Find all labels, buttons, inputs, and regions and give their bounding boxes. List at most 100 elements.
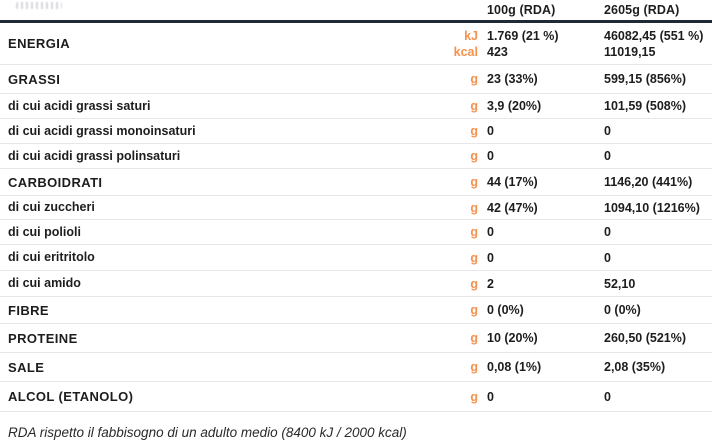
- unit-label: g: [450, 330, 478, 346]
- table-row: di cui acidi grassi saturi g 3,9 (20%) 101,…: [0, 94, 712, 119]
- value-2605g: 0: [595, 389, 712, 405]
- unit-label-line: g: [470, 149, 478, 163]
- value-2605g-line: 0: [604, 225, 611, 239]
- value-100g-line: 3,9 (20%): [487, 99, 542, 113]
- unit-label: g: [450, 302, 478, 318]
- table-row: di cui acidi grassi monoinsaturi g 0 0: [0, 119, 712, 144]
- value-2605g: 46082,45 (551 %) 11019,15: [595, 28, 712, 60]
- row-label: di cui zuccheri: [8, 200, 95, 214]
- unit-label-line: g: [470, 331, 478, 345]
- row-label: di cui acidi grassi saturi: [8, 98, 151, 113]
- row-label: di cui acidi grassi monoinsaturi: [8, 123, 196, 138]
- value-100g-line: 1.769 (21 %): [487, 28, 559, 43]
- table-row: di cui zuccheri g 42 (47%) 1094,10 (1216%): [0, 196, 712, 220]
- value-2605g-line: 101,59 (508%): [604, 99, 687, 113]
- column-header-100g: 100g (RDA): [487, 3, 556, 17]
- value-100g: 10 (20%): [478, 330, 595, 346]
- row-label: FIBRE: [8, 302, 49, 318]
- unit-label-line: kJ: [464, 28, 478, 43]
- rda-note: RDA rispetto il fabbisogno di un adulto …: [8, 425, 407, 440]
- value-100g: 23 (33%): [478, 71, 595, 87]
- row-label: PROTEINE: [8, 330, 78, 346]
- unit-label: g: [450, 174, 478, 190]
- unit-label-line: g: [470, 250, 478, 265]
- value-2605g: 101,59 (508%): [595, 98, 712, 114]
- unit-label-line: g: [470, 175, 478, 189]
- value-100g-line: 0,08 (1%): [487, 360, 542, 374]
- value-2605g: 2,08 (35%): [595, 359, 712, 375]
- value-2605g: 0: [595, 224, 712, 240]
- table-row: SALE g 0,08 (1%) 2,08 (35%): [0, 353, 712, 382]
- row-label: di cui eritritolo: [8, 250, 95, 264]
- value-100g: 0: [478, 250, 595, 266]
- value-2605g-line: 0: [604, 250, 611, 265]
- value-100g: 2: [478, 276, 595, 292]
- unit-label-line: g: [470, 99, 478, 113]
- value-2605g: 0: [595, 123, 712, 139]
- row-label: GRASSI: [8, 71, 61, 87]
- value-100g-line: 44 (17%): [487, 175, 538, 189]
- unit-label-line: g: [470, 72, 478, 86]
- value-100g-line: 0 (0%): [487, 303, 524, 317]
- table-header-row: 100g (RDA) 2605g (RDA): [0, 0, 712, 23]
- value-2605g: 52,10: [595, 276, 712, 292]
- value-2605g: 1146,20 (441%): [595, 174, 712, 190]
- unit-label-line: g: [470, 360, 478, 374]
- unit-label: g: [450, 359, 478, 375]
- table-row: GRASSI g 23 (33%) 599,15 (856%): [0, 65, 712, 94]
- row-label: ENERGIA: [8, 36, 71, 51]
- table-row: di cui acidi grassi polinsaturi g 0 0: [0, 144, 712, 169]
- table-row: FIBRE g 0 (0%) 0 (0%): [0, 297, 712, 324]
- table-row: di cui eritritolo g 0 0: [0, 245, 712, 271]
- table-row: di cui polioli g 0 0: [0, 220, 712, 245]
- unit-label: g: [450, 123, 478, 139]
- value-2605g-line: 52,10: [604, 276, 636, 291]
- value-100g-line: 0: [487, 124, 494, 138]
- value-100g: 44 (17%): [478, 174, 595, 190]
- value-2605g-line: 1146,20 (441%): [604, 175, 693, 189]
- unit-label-line: g: [470, 225, 478, 239]
- value-2605g-line: 0: [604, 124, 611, 138]
- unit-label: g: [450, 98, 478, 114]
- value-2605g-line: 11019,15: [604, 44, 656, 59]
- value-100g-line: 10 (20%): [487, 331, 538, 345]
- value-2605g-line: 0 (0%): [604, 303, 641, 317]
- column-header-2605g: 2605g (RDA): [604, 3, 680, 17]
- value-100g-line: 0: [487, 149, 494, 163]
- value-2605g: 0: [595, 148, 712, 164]
- value-2605g-line: 0: [604, 149, 611, 163]
- value-100g: 0 (0%): [478, 302, 595, 318]
- value-2605g: 260,50 (521%): [595, 330, 712, 346]
- unit-label: g: [450, 71, 478, 87]
- cropped-text-artifact: [16, 2, 62, 9]
- unit-label-line: g: [470, 389, 478, 404]
- table-body: ENERGIA kJ kcal 1.769 (21 %) 423 46082,45 (55…: [0, 23, 712, 412]
- value-2605g-line: 1094,10 (1216%): [604, 200, 700, 215]
- value-100g: 0: [478, 224, 595, 240]
- value-100g-line: 0: [487, 389, 494, 404]
- value-100g-line: 423: [487, 44, 508, 59]
- table-row: ENERGIA kJ kcal 1.769 (21 %) 423 46082,45 (55…: [0, 23, 712, 65]
- value-2605g-line: 260,50 (521%): [604, 331, 687, 345]
- value-100g: 0: [478, 389, 595, 405]
- value-100g-line: 2: [487, 276, 494, 291]
- unit-label: g: [450, 224, 478, 240]
- row-label: di cui amido: [8, 276, 81, 290]
- value-2605g: 599,15 (856%): [595, 71, 712, 87]
- value-2605g: 1094,10 (1216%): [595, 200, 712, 216]
- table-row: di cui amido g 2 52,10: [0, 271, 712, 297]
- row-label: CARBOIDRATI: [8, 174, 103, 190]
- row-label: di cui acidi grassi polinsaturi: [8, 148, 181, 163]
- unit-label: g: [450, 148, 478, 164]
- value-100g-line: 23 (33%): [487, 72, 538, 86]
- unit-label: g: [450, 200, 478, 216]
- unit-label: kJ kcal: [450, 28, 478, 60]
- value-100g-line: 42 (47%): [487, 200, 538, 215]
- row-label: ALCOL (ETANOLO): [8, 389, 134, 404]
- value-2605g-line: 2,08 (35%): [604, 360, 666, 374]
- unit-label: g: [450, 250, 478, 266]
- table-row: PROTEINE g 10 (20%) 260,50 (521%): [0, 324, 712, 353]
- value-2605g-line: 0: [604, 389, 611, 404]
- unit-label-line: g: [470, 303, 478, 317]
